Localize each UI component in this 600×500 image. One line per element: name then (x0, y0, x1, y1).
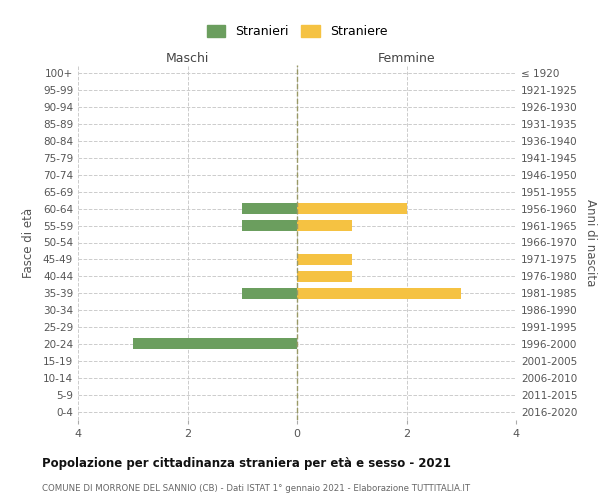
Text: Maschi: Maschi (166, 52, 209, 65)
Bar (133, 338, 297, 349)
Bar (297, 203, 407, 214)
Y-axis label: Anni di nascita: Anni di nascita (584, 199, 597, 286)
Y-axis label: Fasce di età: Fasce di età (22, 208, 35, 278)
Legend: Stranieri, Straniere: Stranieri, Straniere (203, 22, 391, 42)
Bar (297, 271, 352, 282)
Text: Femmine: Femmine (377, 52, 436, 65)
Bar (242, 288, 297, 298)
Bar (297, 254, 352, 265)
Bar (242, 203, 297, 214)
Bar (242, 220, 297, 231)
Text: Popolazione per cittadinanza straniera per età e sesso - 2021: Popolazione per cittadinanza straniera p… (42, 458, 451, 470)
Bar (297, 288, 461, 298)
Text: COMUNE DI MORRONE DEL SANNIO (CB) - Dati ISTAT 1° gennaio 2021 - Elaborazione TU: COMUNE DI MORRONE DEL SANNIO (CB) - Dati… (42, 484, 470, 493)
Bar (297, 220, 352, 231)
